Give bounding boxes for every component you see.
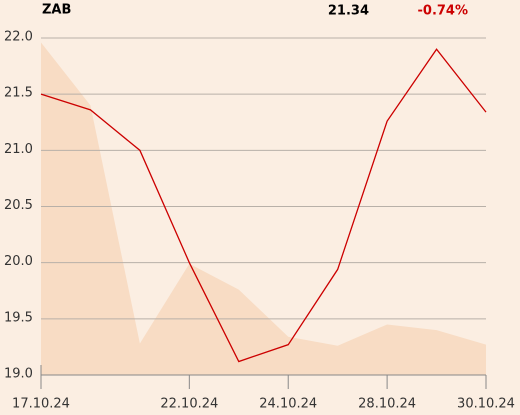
y-tick-label: 20.5 (4, 198, 33, 213)
y-tick-label: 19.5 (4, 310, 33, 325)
x-tick-label: 30.10.24 (457, 397, 515, 412)
price: 21.34 (328, 4, 369, 19)
symbol: ZAB (42, 3, 71, 18)
y-tick-label: 22.0 (4, 30, 33, 45)
change: -0.74% (418, 4, 469, 19)
area (41, 42, 486, 375)
x-tick-label: 28.10.24 (358, 397, 416, 412)
y-tick-label: 20.0 (4, 254, 33, 269)
x-tick-label: 17.10.24 (12, 397, 70, 412)
y-tick-label: 19.0 (4, 367, 33, 382)
y-tick-label: 21.0 (4, 142, 33, 157)
x-tick-label: 22.10.24 (160, 397, 218, 412)
y-tick-label: 21.5 (4, 86, 33, 101)
x-tick-label: 24.10.24 (259, 397, 317, 412)
price-line (40, 48, 487, 363)
